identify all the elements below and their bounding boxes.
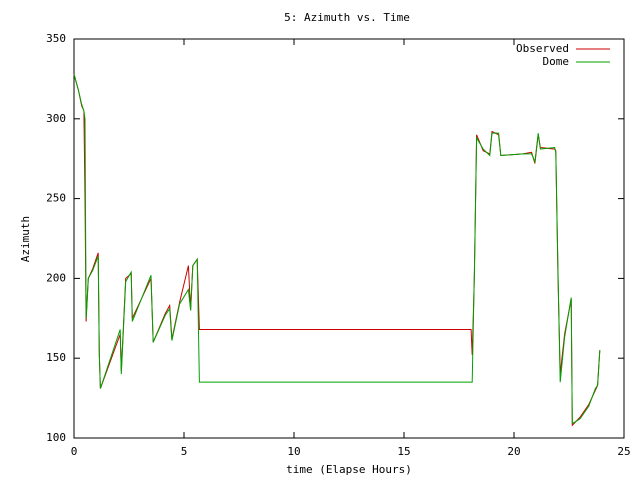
y-axis-label: Azimuth — [19, 216, 32, 262]
y-tick-label: 200 — [46, 271, 66, 284]
x-tick-label: 25 — [617, 445, 630, 458]
y-tick-label: 300 — [46, 112, 66, 125]
chart-title: 5: Azimuth vs. Time — [284, 11, 410, 24]
plot-border — [73, 38, 625, 439]
x-axis-label: time (Elapse Hours) — [286, 463, 412, 476]
legend-label: Dome — [543, 55, 570, 68]
x-tick-label: 15 — [397, 445, 410, 458]
data-line — [73, 73, 601, 425]
y-tick-label: 250 — [46, 192, 66, 205]
y-tick-label: 350 — [46, 32, 66, 45]
legend-label: Observed — [516, 42, 569, 55]
x-tick-label: 5 — [181, 445, 188, 458]
x-tick-label: 0 — [71, 445, 78, 458]
x-tick-label: 10 — [287, 445, 300, 458]
y-tick-label: 150 — [46, 351, 66, 364]
y-tick-label: 100 — [46, 431, 66, 444]
x-tick-label: 20 — [507, 445, 520, 458]
